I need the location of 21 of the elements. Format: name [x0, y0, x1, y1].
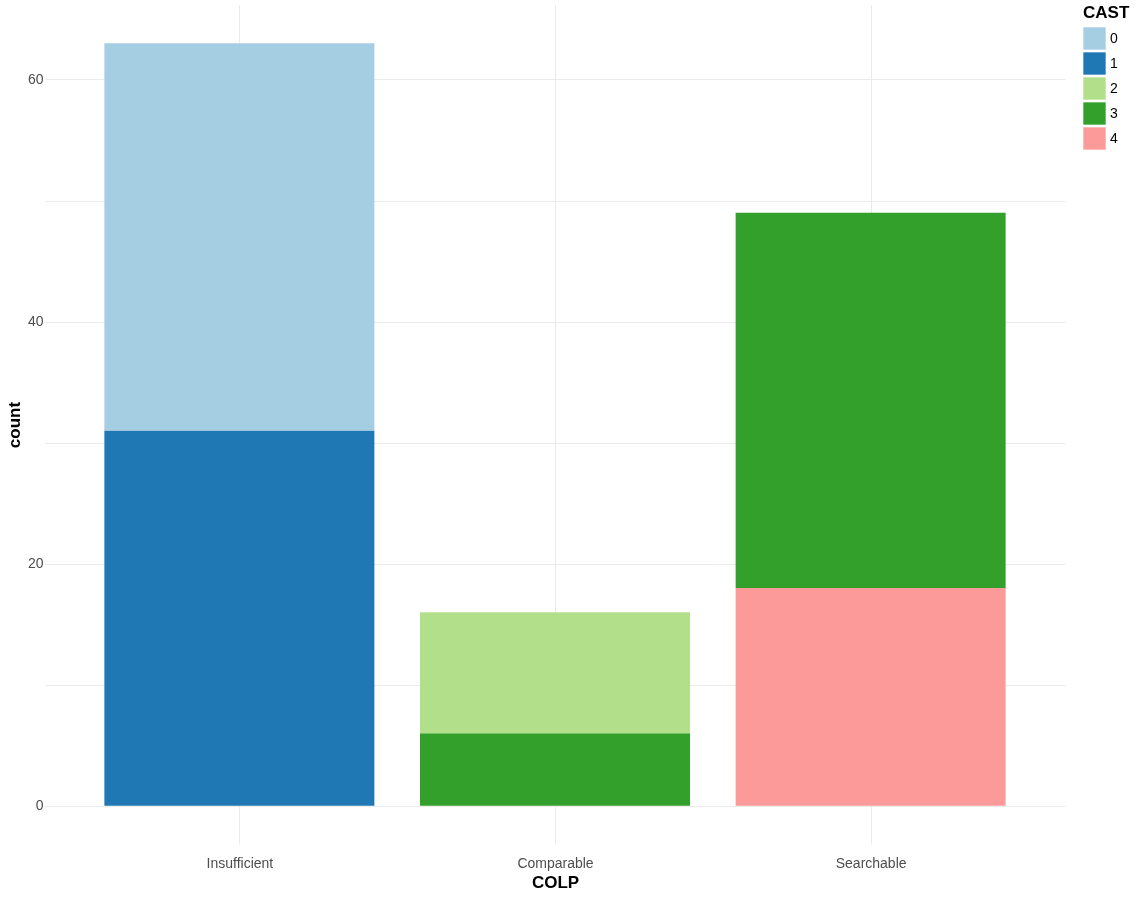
legend-label: 3	[1110, 104, 1118, 121]
bar	[735, 587, 1006, 806]
x-axis-title: COLP	[531, 872, 580, 892]
y-tick-label: 40	[27, 313, 44, 330]
y-axis-title: count	[4, 401, 24, 449]
bar	[104, 43, 375, 431]
bar	[104, 430, 375, 806]
bar	[420, 733, 690, 806]
x-tick-label: Searchable	[835, 854, 907, 871]
y-tick-label: 20	[27, 555, 44, 572]
legend-label: 0	[1110, 29, 1118, 46]
bar	[735, 212, 1006, 588]
legend-title: CAST	[1083, 3, 1130, 22]
y-tick-label: 0	[35, 797, 44, 814]
y-tick-label: 60	[27, 70, 44, 87]
x-tick-label: Comparable	[517, 854, 594, 871]
x-tick-label: Insufficient	[206, 854, 274, 871]
legend-label: 2	[1110, 79, 1118, 96]
bar	[420, 612, 690, 734]
legend-label: 1	[1110, 54, 1118, 71]
legend-label: 4	[1110, 129, 1118, 146]
